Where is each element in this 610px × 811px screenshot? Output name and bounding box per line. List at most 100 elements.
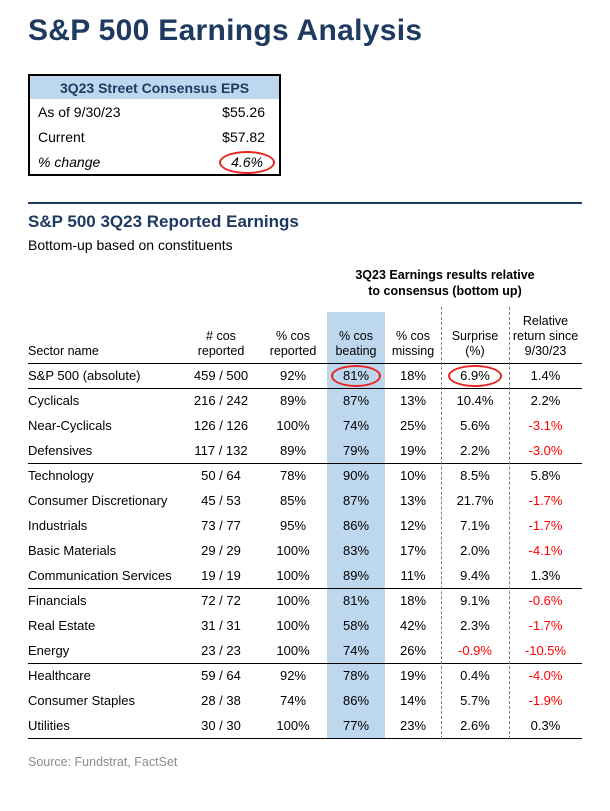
pct-beating-cell: 58% xyxy=(327,613,385,638)
pct-reported-cell: 89% xyxy=(259,438,327,463)
pct-missing-cell: 19% xyxy=(385,438,441,463)
table-row: Utilities 30 / 30 100% 77% 23% 2.6% 0.3% xyxy=(28,713,582,738)
table-row: Healthcare 59 / 64 92% 78% 19% 0.4% -4.0% xyxy=(28,662,582,688)
consensus-row-value: $57.82 xyxy=(222,128,265,145)
cell-value: -4.1% xyxy=(528,543,563,558)
sector-name-cell: Financials xyxy=(28,587,183,613)
relative-return-cell: 1.3% xyxy=(509,563,582,588)
column-header: % cos beating xyxy=(327,311,385,364)
cell-value: Technology xyxy=(28,468,94,484)
cos-reported-cell: 31 / 31 xyxy=(183,613,259,638)
surprise-cell: 9.1% xyxy=(441,587,509,613)
cell-value: 25% xyxy=(399,418,427,433)
pct-missing-cell: 14% xyxy=(385,688,441,713)
cos-reported-cell: 23 / 23 xyxy=(183,638,259,663)
relative-return-cell: -1.7% xyxy=(509,488,582,513)
relative-return-cell: -4.1% xyxy=(509,538,582,563)
cell-value: 73 / 77 xyxy=(201,518,241,533)
cell-value: -10.5% xyxy=(524,642,567,658)
pct-beating-cell: 81% xyxy=(327,587,385,613)
sector-name-cell: Defensives xyxy=(28,438,183,463)
cell-value: Near-Cyclicals xyxy=(28,418,112,433)
pct-reported-cell: 74% xyxy=(259,688,327,713)
cell-value: S&P 500 (absolute) xyxy=(28,368,141,383)
pct-reported-cell: 100% xyxy=(259,538,327,563)
cell-value: 87% xyxy=(342,493,370,508)
relative-return-cell: -3.1% xyxy=(509,413,582,438)
cos-reported-cell: 45 / 53 xyxy=(183,488,259,513)
pct-beating-cell: 74% xyxy=(327,638,385,663)
table-row: Defensives 117 / 132 89% 79% 19% 2.2% -3.0% xyxy=(28,438,582,463)
cos-reported-cell: 73 / 77 xyxy=(183,513,259,538)
cell-value: 9.1% xyxy=(460,593,490,609)
table-row: Near-Cyclicals 126 / 126 100% 74% 25% 5.6% -3.… xyxy=(28,413,582,438)
surprise-cell: -0.9% xyxy=(441,638,509,663)
pct-reported-cell: 92% xyxy=(259,363,327,388)
pct-reported-cell: 100% xyxy=(259,638,327,663)
table-group-header: 3Q23 Earnings results relative to consen… xyxy=(320,267,570,300)
pct-missing-cell: 13% xyxy=(385,488,441,513)
cell-value: Energy xyxy=(28,642,70,658)
pct-beating-cell: 87% xyxy=(327,488,385,513)
column-header: Relative return since 9/30/23 xyxy=(509,311,582,364)
sector-name-cell: Technology xyxy=(28,462,183,488)
cos-reported-cell: 50 / 64 xyxy=(183,462,259,488)
cell-value: 92% xyxy=(279,668,307,684)
cell-value: 117 / 132 xyxy=(194,442,248,458)
page-title: S&P 500 Earnings Analysis xyxy=(28,14,423,47)
cell-value: Basic Materials xyxy=(28,543,117,558)
pct-beating-cell: 81% xyxy=(327,363,385,388)
cell-value: 81% xyxy=(342,593,370,609)
table-row: Cyclicals 216 / 242 89% 87% 13% 10.4% 2.2% xyxy=(28,387,582,413)
pct-missing-cell: 25% xyxy=(385,413,441,438)
pct-reported-cell: 100% xyxy=(259,413,327,438)
cell-value: Financials xyxy=(28,593,87,609)
cos-reported-cell: 126 / 126 xyxy=(183,413,259,438)
pct-beating-cell: 86% xyxy=(327,688,385,713)
cos-reported-cell: 30 / 30 xyxy=(183,713,259,738)
surprise-cell: 2.0% xyxy=(441,538,509,563)
cell-value: 92% xyxy=(279,368,307,383)
pct-beating-cell: 89% xyxy=(327,563,385,588)
cell-value: 50 / 64 xyxy=(201,468,241,484)
cell-value: 78% xyxy=(342,668,370,684)
cos-reported-cell: 117 / 132 xyxy=(183,438,259,463)
surprise-cell: 5.7% xyxy=(441,688,509,713)
cos-reported-cell: 19 / 19 xyxy=(183,563,259,588)
cell-value: 10.4% xyxy=(456,393,494,409)
cell-value: 19% xyxy=(399,668,427,684)
sector-name-cell: Cyclicals xyxy=(28,387,183,413)
pct-missing-cell: 23% xyxy=(385,713,441,738)
table-row: Communication Services 19 / 19 100% 89% 11% 9… xyxy=(28,563,582,588)
pct-missing-cell: 19% xyxy=(385,662,441,688)
pct-beating-cell: 90% xyxy=(327,462,385,488)
pct-missing-cell: 13% xyxy=(385,387,441,413)
pct-beating-cell: 86% xyxy=(327,513,385,538)
relative-return-cell: 5.8% xyxy=(509,462,582,488)
surprise-cell: 5.6% xyxy=(441,413,509,438)
pct-missing-cell: 18% xyxy=(385,363,441,388)
pct-missing-cell: 11% xyxy=(385,563,441,588)
cell-value: 58% xyxy=(342,618,370,633)
cell-value: 45 / 53 xyxy=(201,493,241,508)
sector-name-cell: Communication Services xyxy=(28,563,183,588)
pct-missing-cell: 18% xyxy=(385,587,441,613)
consensus-row-change: % change 4.6% xyxy=(30,149,279,174)
cell-value: Real Estate xyxy=(28,618,96,633)
cell-value: 7.1% xyxy=(460,518,490,533)
cell-value: Cyclicals xyxy=(28,393,80,409)
cell-value: 23 / 23 xyxy=(201,642,241,658)
surprise-cell: 2.6% xyxy=(441,713,509,738)
section-subtitle: Bottom-up based on constituents xyxy=(28,237,233,253)
table-row: Technology 50 / 64 78% 90% 10% 8.5% 5.8% xyxy=(28,462,582,488)
cell-value: 2.2% xyxy=(460,442,490,458)
cell-value: Defensives xyxy=(28,442,93,458)
cell-value: -1.7% xyxy=(528,618,563,633)
cell-value: 100% xyxy=(276,593,310,609)
cell-value: 31 / 31 xyxy=(201,618,241,633)
pct-missing-cell: 26% xyxy=(385,638,441,663)
section-title: S&P 500 3Q23 Reported Earnings xyxy=(28,212,299,231)
earnings-table-body: S&P 500 (absolute) 459 / 500 92% 81% 18% 6.9%… xyxy=(28,363,582,738)
relative-return-cell: -1.9% xyxy=(509,688,582,713)
column-header: # cos reported xyxy=(183,311,259,364)
